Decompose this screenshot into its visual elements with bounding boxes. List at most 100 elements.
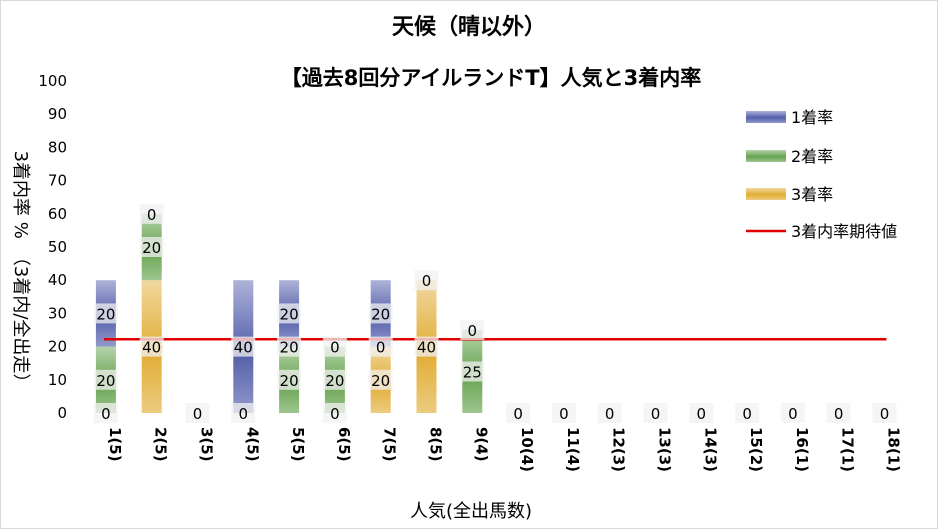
data-label-bg — [93, 303, 118, 324]
data-label-bg — [231, 336, 256, 357]
y-tick-label: 30 — [48, 304, 67, 322]
data-label: 0 — [559, 405, 569, 423]
chart-title: 天候（晴以外） — [392, 14, 546, 40]
data-label: 25 — [463, 364, 482, 382]
y-axis-ticks: 0 10 20 30 40 50 60 70 80 90 100 — [38, 72, 67, 422]
data-label-bg — [460, 320, 485, 340]
data-label-bg — [368, 303, 393, 324]
data-label: 40 — [142, 339, 161, 357]
x-tick-label: 13(3) — [656, 427, 674, 472]
data-label-bg — [277, 336, 302, 357]
data-label-bg — [826, 403, 851, 423]
data-label: 20 — [96, 305, 115, 323]
data-label-bg — [551, 403, 576, 423]
data-label-bg — [597, 403, 622, 423]
x-axis-label: 人気(全出馬数) — [410, 501, 532, 522]
data-label-bg — [277, 369, 302, 390]
data-label-bg — [735, 403, 760, 423]
chart-subtitle: 【過去8回分アイルランドT】人気と3着内率 — [281, 66, 702, 90]
data-label-bg — [780, 403, 805, 423]
data-label-bg — [643, 403, 668, 423]
data-label: 0 — [239, 405, 249, 423]
x-tick-label: 8(5) — [427, 427, 445, 462]
data-label: 20 — [280, 305, 299, 323]
data-label-bg — [368, 336, 393, 357]
data-label-bg — [93, 369, 118, 390]
x-tick-label: 15(2) — [747, 427, 765, 472]
x-tick-label: 14(3) — [701, 427, 719, 472]
data-label-bg — [368, 369, 393, 390]
data-label: 20 — [96, 372, 115, 390]
data-label-bg — [231, 403, 256, 423]
data-label-bg — [872, 403, 897, 423]
legend-label: 3着内率期待値 — [791, 222, 897, 241]
data-label: 0 — [101, 405, 111, 423]
data-label: 20 — [280, 372, 299, 390]
data-label: 0 — [330, 405, 340, 423]
data-label: 20 — [371, 305, 390, 323]
x-tick-label: 2(5) — [152, 427, 170, 462]
x-tick-label: 17(1) — [839, 427, 857, 472]
legend: 1着率 2着率 3着率 3着内率期待値 — [746, 108, 897, 241]
data-label: 0 — [651, 405, 661, 423]
data-label-bg — [506, 403, 531, 423]
x-axis-ticks: 1(5) 2(5) 3(5) 4(5) 5(5) 6(5) 7(5) 8(5) 9(4) 10(4… — [106, 427, 903, 472]
data-label: 0 — [193, 405, 203, 423]
data-label-bg — [139, 336, 164, 357]
x-tick-label: 1(5) — [106, 427, 124, 462]
x-tick-label: 16(1) — [793, 427, 811, 472]
data-label-bg — [277, 303, 302, 324]
x-tick-label: 18(1) — [885, 427, 903, 472]
y-tick-label: 0 — [57, 404, 67, 422]
data-label-bg — [185, 403, 210, 423]
data-label: 40 — [234, 339, 253, 357]
data-label: 0 — [834, 405, 844, 423]
legend-swatch — [746, 188, 786, 200]
legend-swatch — [746, 150, 786, 162]
y-axis-label: 3着内率 % （3着内/全出走） — [10, 151, 31, 392]
x-tick-label: 5(5) — [289, 427, 307, 462]
data-label: 0 — [376, 339, 386, 357]
y-tick-label: 20 — [48, 338, 67, 356]
data-label: 20 — [371, 372, 390, 390]
data-label: 0 — [330, 339, 340, 357]
y-tick-label: 50 — [48, 238, 67, 256]
legend-swatch — [746, 111, 786, 123]
data-label-bg — [460, 361, 485, 382]
y-tick-label: 10 — [48, 371, 67, 389]
y-tick-label: 60 — [48, 205, 67, 223]
x-tick-label: 10(4) — [518, 427, 536, 472]
x-tick-label: 12(3) — [610, 427, 628, 472]
bars-group: 0 20 20 40 20 0 0 0 40 20 20 20 0 20 0 20 0 20 40 0 25 0 0 0 0 0 0… — [93, 203, 897, 423]
legend-label: 3着率 — [791, 185, 833, 204]
data-label-bg — [93, 403, 118, 423]
y-tick-label: 70 — [48, 172, 67, 190]
x-tick-label: 9(4) — [472, 427, 490, 462]
data-label: 20 — [325, 372, 344, 390]
data-label-bg — [139, 203, 164, 224]
data-label-bg — [689, 403, 714, 423]
data-label-bg — [139, 237, 164, 257]
x-tick-label: 4(5) — [243, 427, 261, 462]
x-tick-label: 11(4) — [564, 427, 582, 472]
data-label: 20 — [142, 239, 161, 257]
data-label: 0 — [147, 206, 157, 224]
data-label-bg — [322, 369, 347, 390]
data-label: 0 — [742, 405, 752, 423]
data-label: 0 — [605, 405, 615, 423]
data-label: 0 — [880, 405, 890, 423]
y-tick-label: 80 — [48, 138, 67, 156]
legend-label: 1着率 — [791, 108, 833, 127]
data-label-bg — [322, 336, 347, 357]
data-label: 0 — [468, 322, 478, 340]
legend-label: 2着率 — [791, 147, 833, 166]
y-tick-label: 40 — [48, 271, 67, 289]
data-label-bg — [322, 403, 347, 423]
y-tick-label: 90 — [48, 105, 67, 123]
data-label: 40 — [417, 339, 436, 357]
x-tick-label: 6(5) — [335, 427, 353, 462]
data-label-bg — [414, 336, 439, 357]
data-label: 0 — [697, 405, 707, 423]
